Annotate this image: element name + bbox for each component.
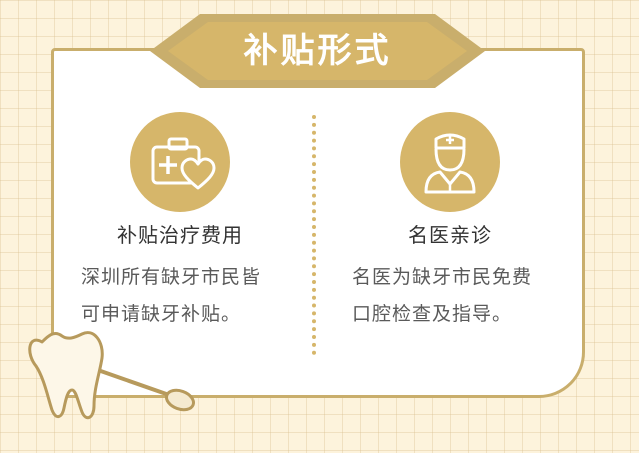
tooth-mirror-icon [14, 322, 199, 434]
banner-title: 补贴形式 [243, 31, 392, 71]
medical-kit-heart-icon [130, 112, 230, 212]
left-heading: 补贴治疗费用 [117, 223, 243, 247]
right-heading: 名医亲诊 [408, 223, 492, 247]
title-banner: 补贴形式 [148, 12, 487, 90]
left-description-line-2: 可申请缺牙补贴。 [81, 303, 242, 325]
left-description: 深圳所有缺牙市民皆 可申请缺牙补贴。 [81, 259, 261, 333]
content-card [51, 48, 585, 398]
right-description-line-1: 名医为缺牙市民免费 [352, 266, 533, 288]
banner-shape [150, 14, 485, 88]
left-description-line-1: 深圳所有缺牙市民皆 [81, 266, 262, 288]
doctor-icon [400, 112, 500, 212]
right-description-line-2: 口腔检查及指导。 [352, 303, 513, 325]
dotted-divider [312, 115, 316, 355]
right-description: 名医为缺牙市民免费 口腔检查及指导。 [352, 259, 532, 333]
